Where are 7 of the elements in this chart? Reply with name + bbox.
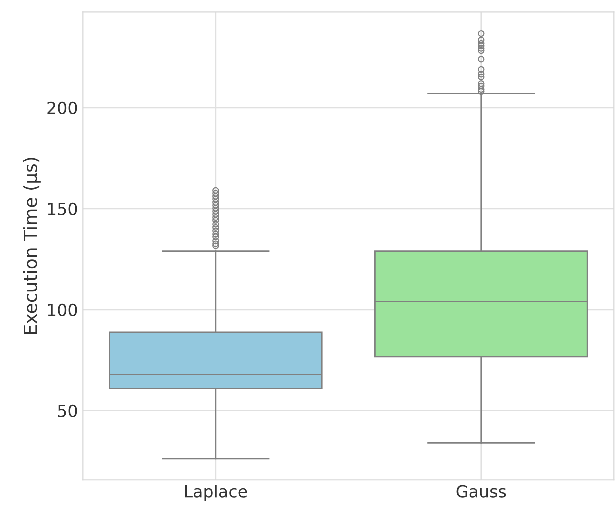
y-tick-label: 100 <box>48 304 78 316</box>
y-tick-label: 50 <box>58 404 78 418</box>
y-tick-label: 200 <box>48 102 78 114</box>
x-tick-label: Gauss <box>456 485 506 498</box>
y-axis-title: Execution Time (µs) <box>23 158 41 334</box>
x-tick-label: Laplace <box>185 484 248 502</box>
y-tick-label: 150 <box>48 202 78 216</box>
